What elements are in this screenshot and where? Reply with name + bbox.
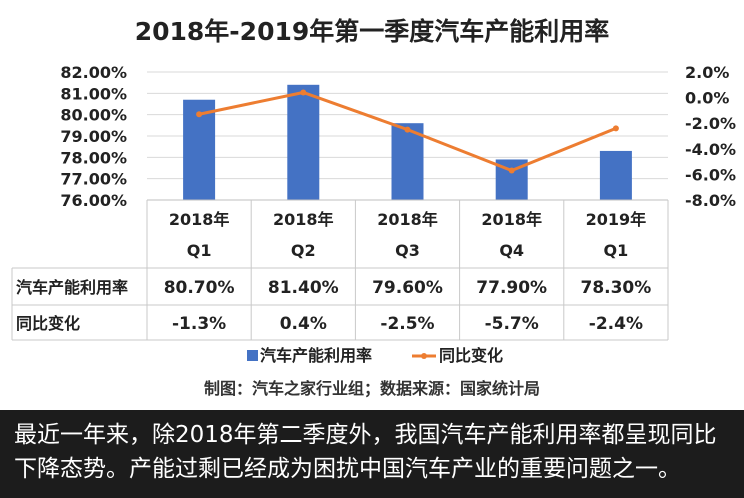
category-label-quarter: Q2 (291, 241, 316, 260)
left-tick-label: 76.00% (60, 191, 127, 210)
right-tick-label: -2.0% (685, 114, 736, 133)
legend-label: 同比变化 (439, 346, 503, 365)
legend: 汽车产能利用率 同比变化 (247, 346, 503, 365)
bar-value-label: 79.60% (372, 278, 443, 298)
chart-title: 2018年-2019年第一季度汽车产能利用率 (135, 17, 610, 46)
left-axis-ticks: 82.00% 81.00% 80.00% 79.00% 78.00% 77.00% 76.0… (60, 63, 127, 210)
category-label-year: 2018年 (169, 210, 230, 229)
left-tick-label: 78.00% (60, 148, 127, 167)
line-value-label: -1.3% (172, 314, 226, 334)
category-label-year: 2018年 (273, 210, 334, 229)
bar (287, 84, 320, 200)
line-point (196, 111, 203, 118)
category-label-quarter: Q3 (395, 241, 420, 260)
left-tick-label: 80.00% (60, 106, 127, 125)
right-tick-label: -4.0% (685, 140, 736, 159)
table-row-label: 同比变化 (16, 314, 80, 333)
line-point (404, 126, 411, 133)
right-tick-label: -8.0% (685, 191, 736, 210)
line-point (612, 125, 619, 132)
left-tick-label: 82.00% (60, 63, 127, 82)
category-label-year: 2018年 (481, 210, 542, 229)
bar-value-label: 81.40% (268, 278, 339, 298)
bar-series (183, 84, 632, 200)
legend-label: 汽车产能利用率 (260, 346, 372, 365)
bar-value-label: 77.90% (476, 278, 547, 298)
legend-swatch-point (421, 353, 427, 359)
left-tick-label: 79.00% (60, 127, 127, 146)
chart-source: 制图：汽车之家行业组；数据来源：国家统计局 (204, 379, 540, 398)
line-point (300, 89, 307, 96)
line-value-label: -2.4% (589, 314, 643, 334)
legend-swatch-bar (247, 350, 258, 361)
category-label-quarter: Q1 (604, 241, 629, 260)
bar (391, 123, 424, 200)
right-axis-ticks: 2.0% 0.0% -2.0% -4.0% -6.0% -8.0% (685, 63, 736, 210)
right-tick-label: 2.0% (685, 63, 729, 82)
bar-value-label: 78.30% (580, 278, 651, 298)
table-row-label: 汽车产能利用率 (16, 278, 128, 297)
data-table: 2018年 Q1 80.70% -1.3% 2018年 Q2 81.40% 0.4% 2018年… (11, 199, 669, 341)
category-label-year: 2018年 (377, 210, 438, 229)
category-label-quarter: Q4 (499, 241, 524, 260)
bar (599, 150, 632, 200)
category-label-year: 2019年 (586, 210, 647, 229)
chart: 2018年-2019年第一季度汽车产能利用率 82.00% 81.00% 80.00… (11, 17, 736, 398)
line-point (508, 167, 515, 174)
category-label-quarter: Q1 (187, 241, 212, 260)
line-value-label: 0.4% (280, 314, 327, 334)
bar-value-label: 80.70% (164, 278, 235, 298)
left-tick-label: 81.00% (60, 84, 127, 103)
right-tick-label: -6.0% (685, 165, 736, 184)
line-value-label: -5.7% (485, 314, 539, 334)
caption-text: 最近一年来，除2018年第二季度外，我国汽车产能利用率都呈现同比下降态势。产能过… (14, 422, 717, 482)
line-series (196, 89, 619, 174)
right-tick-label: 0.0% (685, 89, 729, 108)
caption-panel: 最近一年来，除2018年第二季度外，我国汽车产能利用率都呈现同比下降态势。产能过… (0, 410, 744, 498)
left-tick-label: 77.00% (60, 170, 127, 189)
line-value-label: -2.5% (380, 314, 434, 334)
